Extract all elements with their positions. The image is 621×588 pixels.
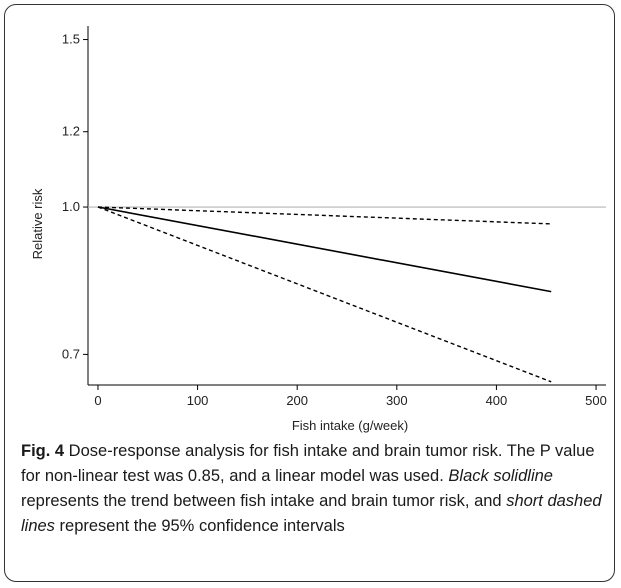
caption-label: Fig. 4	[21, 442, 65, 460]
caption-italic-2: short dashed lines	[21, 492, 602, 535]
y-tick-label: 1.2	[62, 124, 80, 139]
x-tick-label: 100	[187, 393, 209, 408]
figure-caption: Fig. 4 Dose-response analysis for fish i…	[21, 439, 606, 539]
x-tick-label: 300	[386, 393, 408, 408]
x-tick-label: 500	[585, 393, 607, 408]
y-tick-label: 1.0	[62, 199, 80, 214]
confidence-interval-line	[97, 206, 552, 383]
figure-frame	[4, 4, 615, 582]
chart-axes: 0.7 1.0 1.2 1.5 0 100 200 300 400 500	[62, 26, 607, 408]
caption-text-1: Dose-response analysis for fish intake a…	[21, 442, 595, 485]
caption-text-3: represent the 95% confidence intervals	[54, 517, 345, 535]
chart: 0.7 1.0 1.2 1.5 0 100 200 300 400 500 Fish intake…	[30, 26, 607, 433]
x-tick-label: 0	[94, 393, 101, 408]
x-tick-label: 400	[486, 393, 508, 408]
x-axis-label: Fish intake (g/week)	[292, 418, 408, 433]
caption-text-2: represents the trend between fish intake…	[21, 492, 507, 510]
trend-line	[97, 206, 552, 293]
x-tick-label: 200	[286, 393, 308, 408]
y-tick-label: 0.7	[62, 346, 80, 361]
y-axis-label: Relative risk	[30, 188, 45, 259]
caption-italic-1: Black solidline	[448, 467, 553, 485]
y-tick-label: 1.5	[62, 32, 80, 47]
chart-marks	[88, 206, 606, 383]
confidence-interval-line	[97, 206, 552, 225]
